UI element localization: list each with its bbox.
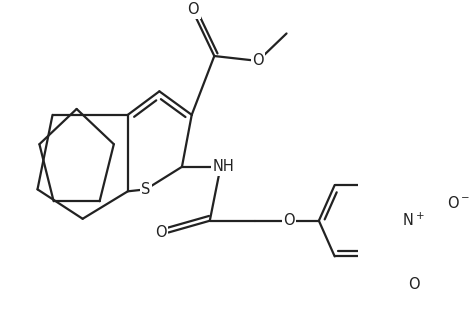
Text: O: O [252,53,264,68]
Text: N$^+$: N$^+$ [402,212,425,229]
Text: O: O [187,2,199,17]
Text: O: O [155,225,167,240]
Text: O: O [408,277,419,291]
Text: S: S [141,182,151,197]
Text: O$^-$: O$^-$ [447,195,470,211]
Text: O: O [283,213,295,228]
Text: NH: NH [212,159,234,174]
